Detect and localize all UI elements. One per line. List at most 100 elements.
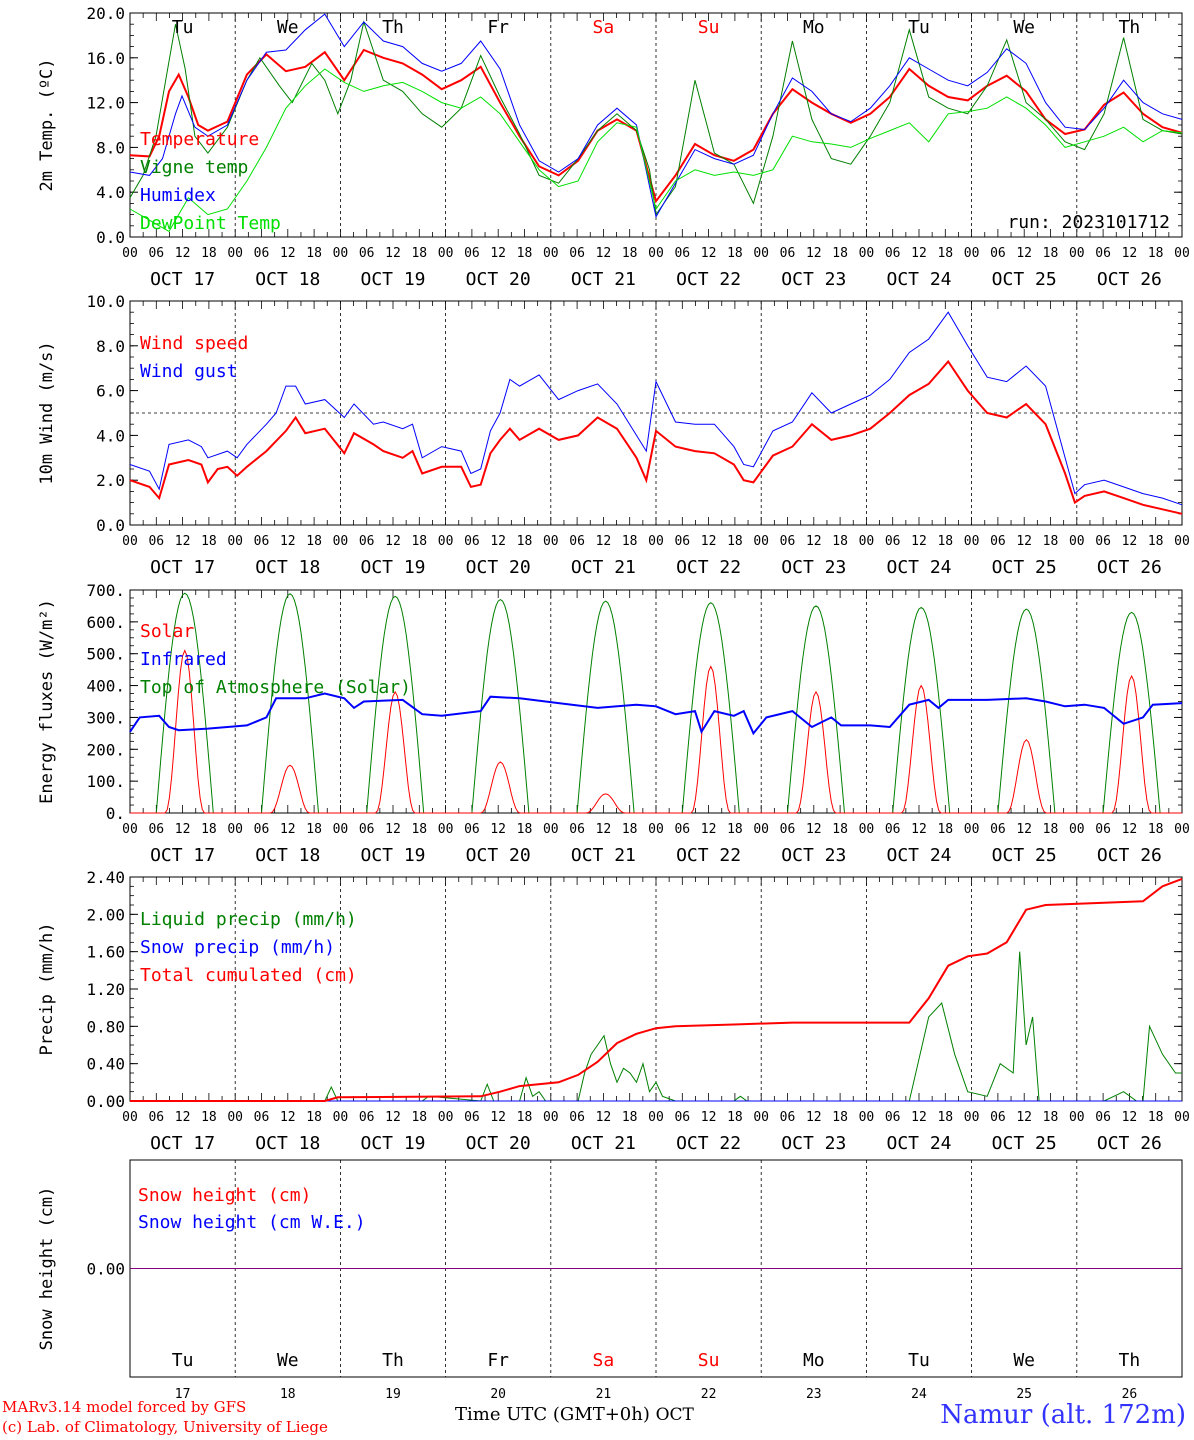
y-tick-label: 0.00 [86, 1260, 125, 1279]
hour-tick-label: 18 [832, 246, 848, 261]
y-tick-label: 12.0 [86, 94, 125, 113]
time-axis-label: Time UTC (GMT+0h) [455, 1404, 650, 1425]
date-label: OCT 17 [150, 1133, 215, 1154]
date-label: OCT 20 [466, 557, 531, 578]
y-tick-label: 2.0 [96, 471, 125, 490]
hour-tick-label: 18 [1148, 822, 1164, 837]
y-tick-label: 0.00 [86, 1092, 125, 1111]
hour-tick-label: 18 [1148, 534, 1164, 549]
date-label: OCT 21 [571, 269, 636, 290]
date-label: OCT 18 [255, 269, 320, 290]
date-label: OCT 20 [466, 269, 531, 290]
hour-tick-label: 00 [859, 822, 875, 837]
hour-tick-label: 12 [490, 1110, 506, 1125]
date-label: OCT 22 [676, 557, 741, 578]
hour-tick-label: 06 [990, 534, 1006, 549]
day-abbr-bottom: Th [382, 1350, 404, 1371]
hour-tick-label: 06 [780, 534, 796, 549]
hour-tick-label: 18 [622, 534, 638, 549]
day-abbr-bottom: Mo [803, 1350, 825, 1371]
hour-tick-label: 06 [148, 246, 164, 261]
series-infrared [129, 692, 1183, 736]
hour-tick-label: 18 [201, 246, 217, 261]
hour-tick-label: 06 [148, 534, 164, 549]
hour-tick-label: 18 [201, 1110, 217, 1125]
y-tick-label: 700. [86, 581, 125, 600]
hour-tick-label: 00 [122, 822, 138, 837]
date-label: OCT 23 [781, 1133, 846, 1154]
hour-tick-label: 18 [517, 534, 533, 549]
date-label: OCT 24 [886, 269, 951, 290]
hour-tick-label: 18 [517, 1110, 533, 1125]
day-abbr-top: Su [698, 17, 720, 38]
date-label: OCT 22 [676, 845, 741, 866]
hour-tick-label: 00 [543, 1110, 559, 1125]
hour-tick-label: 18 [937, 534, 953, 549]
time-axis-month: OCT [655, 1405, 694, 1425]
day-abbr-bottom: We [1013, 1350, 1035, 1371]
hour-tick-label: 12 [1016, 822, 1032, 837]
hour-tick-label: 06 [569, 1110, 585, 1125]
hour-tick-label: 00 [753, 822, 769, 837]
hour-tick-label: 00 [543, 246, 559, 261]
hour-tick-label: 06 [1095, 534, 1111, 549]
hour-tick-label: 00 [333, 822, 349, 837]
hour-tick-label: 18 [622, 246, 638, 261]
y-tick-label: 10.0 [86, 292, 125, 311]
hour-tick-label: 00 [227, 1110, 243, 1125]
series-dewpoint-temp [129, 68, 1183, 233]
date-label: OCT 26 [1097, 269, 1162, 290]
legend-entry: Wind gust [140, 361, 238, 382]
legend-entry: Snow height (cm W.E.) [138, 1212, 366, 1233]
hour-tick-label: 12 [806, 1110, 822, 1125]
hour-tick-label: 12 [385, 822, 401, 837]
hour-tick-label: 12 [1122, 246, 1138, 261]
y-tick-label: 1.20 [86, 980, 125, 999]
hour-tick-label: 00 [648, 1110, 664, 1125]
run-label: run: 2023101712 [1007, 212, 1170, 233]
y-tick-label: 600. [86, 613, 125, 632]
hour-tick-label: 12 [1016, 246, 1032, 261]
panel-2: 0.0 2.0 4.0 6.0 8.0 10.0 10m Wind (m/s) Wind sp… [37, 292, 1190, 578]
day-number: 19 [385, 1387, 401, 1402]
date-label: OCT 23 [781, 845, 846, 866]
hour-tick-label: 00 [333, 246, 349, 261]
hour-tick-label: 18 [201, 534, 217, 549]
day-abbr-top: Tu [908, 17, 930, 38]
date-label: OCT 22 [676, 1133, 741, 1154]
panel-5: 0.00 Snow height (cm) Snow height (cm) Snow… [37, 1159, 1183, 1378]
hour-tick-label: 00 [1069, 822, 1085, 837]
hour-tick-label: 12 [175, 534, 191, 549]
hour-tick-label: 00 [122, 1110, 138, 1125]
day-number: 26 [1122, 1387, 1138, 1402]
y-axis-label: 2m Temp. (ºC) [37, 58, 57, 191]
hour-tick-label: 18 [622, 822, 638, 837]
y-tick-label: 6.0 [96, 382, 125, 401]
y-tick-label: 100. [86, 772, 125, 791]
date-label: OCT 24 [886, 845, 951, 866]
y-tick-label: 0. [106, 804, 125, 823]
y-axis-label: Snow height (cm) [37, 1187, 57, 1351]
hour-tick-label: 12 [806, 246, 822, 261]
hour-tick-label: 18 [727, 1110, 743, 1125]
date-label: OCT 26 [1097, 1133, 1162, 1154]
lab-credit: (c) Lab. of Climatology, University of L… [2, 1418, 328, 1436]
hour-tick-label: 12 [596, 822, 612, 837]
y-tick-label: 500. [86, 645, 125, 664]
y-tick-label: 0.0 [96, 228, 125, 247]
day-abbr-bottom: We [277, 1350, 299, 1371]
legend-entry: Temperature [140, 129, 259, 150]
model-credit: MARv3.14 model forced by GFS [2, 1398, 247, 1416]
hour-tick-label: 00 [438, 1110, 454, 1125]
hour-tick-label: 06 [464, 1110, 480, 1125]
series-wind-gust [129, 311, 1183, 506]
hour-tick-label: 18 [727, 822, 743, 837]
hour-tick-label: 06 [780, 1110, 796, 1125]
hour-tick-label: 00 [964, 822, 980, 837]
hour-tick-label: 00 [859, 534, 875, 549]
hour-tick-label: 12 [596, 534, 612, 549]
legend-entry: Snow precip (mm/h) [140, 937, 335, 958]
hour-tick-label: 12 [280, 534, 296, 549]
legend-entry: Infrared [140, 649, 227, 670]
hour-tick-label: 18 [937, 822, 953, 837]
